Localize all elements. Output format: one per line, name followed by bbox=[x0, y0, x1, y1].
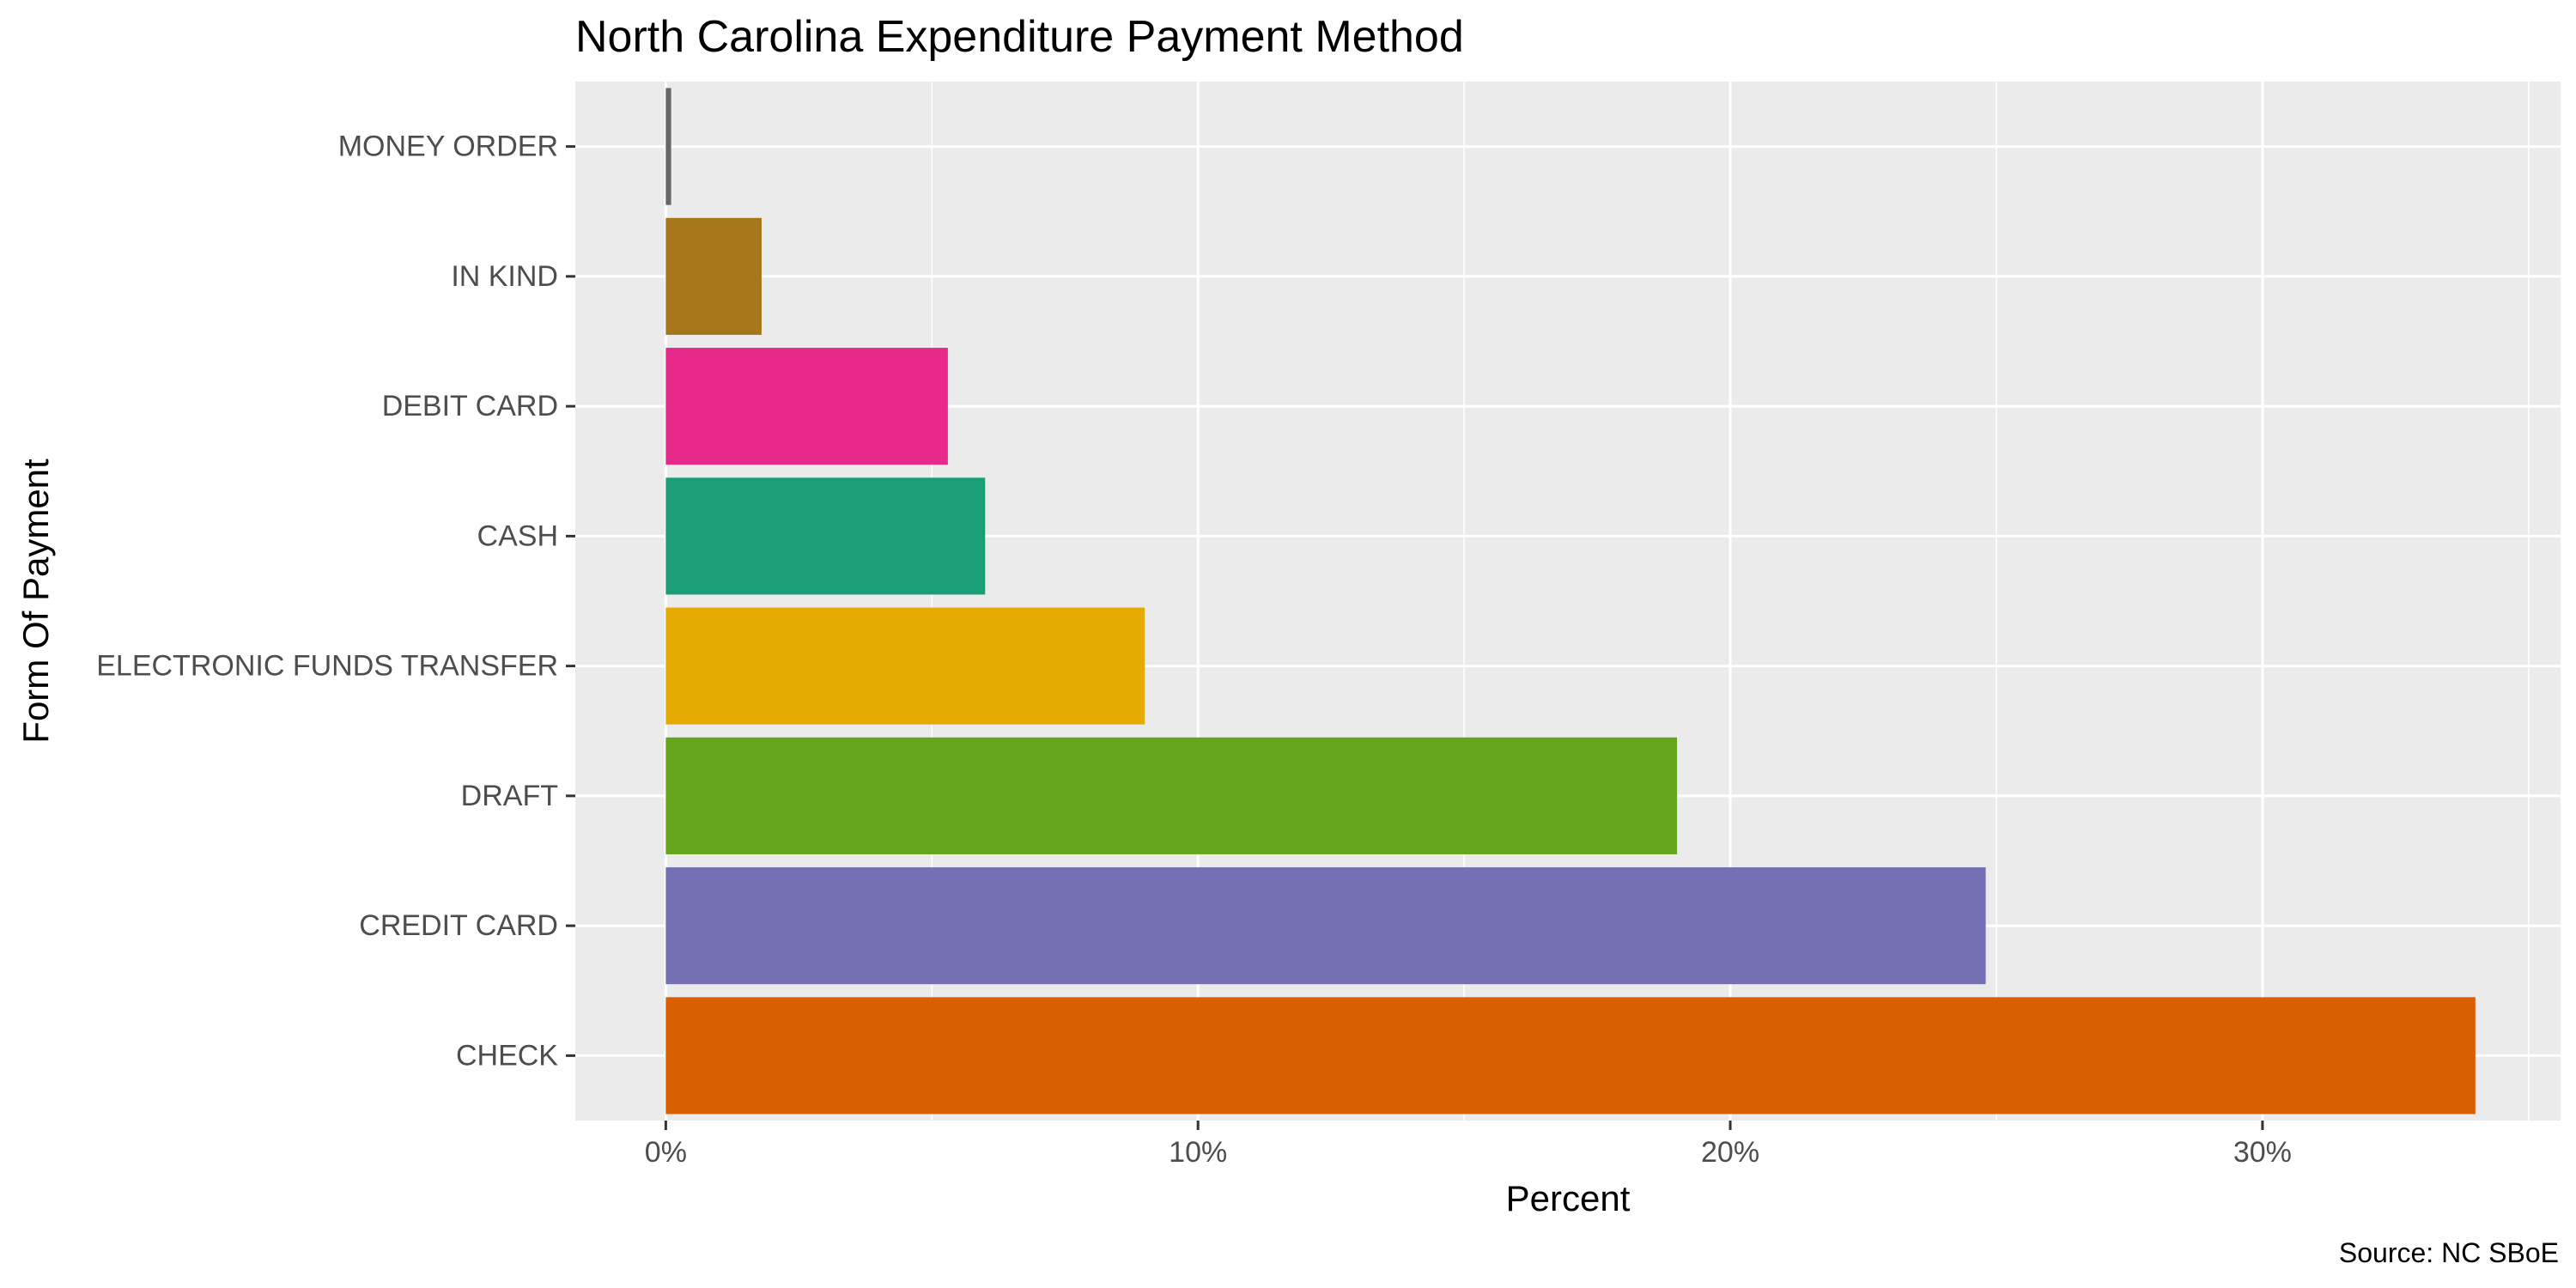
x-tick-label: 10% bbox=[1169, 1136, 1227, 1169]
bars bbox=[665, 88, 2476, 1115]
x-axis: 0% 10% 20% 30% bbox=[645, 1121, 2292, 1169]
bar bbox=[665, 348, 948, 465]
x-tick-label: 0% bbox=[645, 1136, 687, 1169]
bar bbox=[665, 997, 2476, 1115]
chart-title: North Carolina Expenditure Payment Metho… bbox=[575, 12, 1464, 62]
y-tick-label: CASH bbox=[477, 519, 558, 552]
y-tick-label: MONEY ORDER bbox=[338, 131, 558, 163]
bar bbox=[665, 88, 671, 205]
x-axis-title: Percent bbox=[1506, 1178, 1631, 1218]
chart-caption: Source: NC SBoE bbox=[2339, 1237, 2559, 1268]
bar bbox=[665, 737, 1678, 854]
y-axis-title: Form Of Payment bbox=[15, 459, 56, 744]
y-tick-label: CREDIT CARD bbox=[359, 909, 558, 942]
bar bbox=[665, 477, 986, 595]
bar bbox=[665, 217, 762, 335]
y-tick-label: CHECK bbox=[456, 1039, 558, 1072]
y-axis: MONEY ORDER IN KIND DEBIT CARD CASH ELECTRON… bbox=[96, 131, 575, 1072]
x-tick-label: 20% bbox=[1701, 1136, 1759, 1169]
y-tick-label: DEBIT CARD bbox=[382, 390, 558, 422]
bar bbox=[665, 867, 1986, 985]
y-tick-label: ELECTRONIC FUNDS TRANSFER bbox=[96, 650, 558, 683]
y-tick-label: DRAFT bbox=[461, 780, 558, 812]
bar bbox=[665, 607, 1145, 725]
x-tick-label: 30% bbox=[2233, 1136, 2292, 1169]
y-tick-label: IN KIND bbox=[451, 260, 558, 293]
